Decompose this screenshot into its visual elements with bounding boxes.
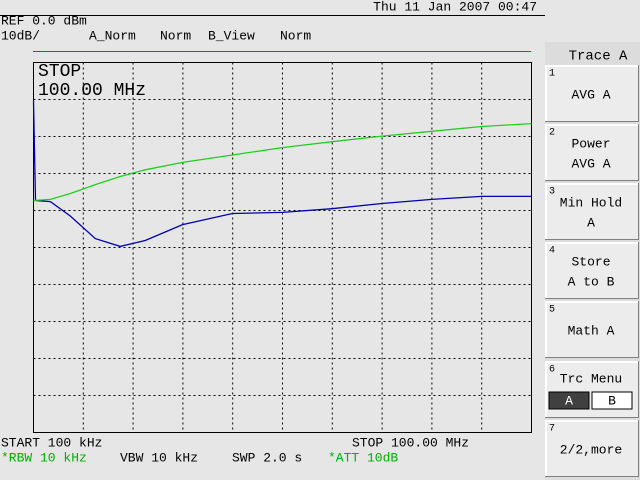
softkey-label: Power <box>571 136 610 151</box>
softkey[interactable] <box>545 183 639 240</box>
softkey-number: 3 <box>549 187 555 198</box>
trace-b-detector: Norm <box>280 28 311 43</box>
softkey-label: Trc Menu <box>560 371 622 386</box>
trace-a-mode: A_Norm <box>89 28 136 43</box>
trace <box>33 122 532 202</box>
softkey-label: A to B <box>568 274 615 289</box>
softkey-label: AVG A <box>571 87 610 102</box>
softkey[interactable] <box>545 124 639 181</box>
softkey-bevel <box>545 124 638 180</box>
datetime: Thu 11 Jan 2007 00:47 <box>373 0 537 14</box>
softkey[interactable] <box>545 65 639 122</box>
softkey-bevel <box>545 65 638 121</box>
scale: 10dB/ <box>1 28 40 43</box>
softkey-option[interactable] <box>548 391 590 410</box>
softkey-option[interactable] <box>591 391 633 410</box>
softkey-bevel <box>545 183 638 239</box>
sweep-status: STOP <box>38 62 81 82</box>
softkey-bevel <box>545 242 638 298</box>
vbw: VBW 10 kHz <box>120 450 198 465</box>
start-frequency: START 100 kHz <box>1 435 102 450</box>
trace <box>32 100 532 248</box>
softkey-label: AVG A <box>571 156 610 171</box>
graticule <box>33 62 532 433</box>
softkey-number: 7 <box>549 424 555 435</box>
menu-title: Trace A <box>569 49 628 65</box>
marker-frequency: 100.00 MHz <box>38 81 146 101</box>
traces <box>32 100 532 248</box>
softkey-number: 5 <box>549 305 555 316</box>
softkey-bevel <box>545 301 638 357</box>
stop-frequency: STOP 100.00 MHz <box>352 435 469 450</box>
trace-a-detector: Norm <box>160 28 191 43</box>
softkey-bevel <box>545 361 638 417</box>
softkey-label: Store <box>571 254 610 269</box>
softkey-number: 6 <box>549 365 555 376</box>
softkey-option-label: A <box>565 393 573 408</box>
ref-level: REF 0.0 dBm <box>1 13 87 28</box>
softkey-number: 2 <box>549 128 555 139</box>
trace-b-mode: B_View <box>208 28 255 43</box>
softkey-label: A <box>587 215 595 230</box>
softkey-label: Math A <box>568 323 615 338</box>
softkey-label: Min Hold <box>560 195 622 210</box>
softkey[interactable] <box>545 242 639 299</box>
sweep-time: SWP 2.0 s <box>232 450 302 465</box>
softkey-label: 2/2,more <box>560 442 622 457</box>
softkey-number: 1 <box>549 69 555 80</box>
softkeys: 1 AVG A 2 Power AVG A 3 Min Hold A 4 Store A to B 5… <box>545 65 639 477</box>
softkey[interactable] <box>545 420 639 477</box>
softkey-option-label: B <box>608 393 616 408</box>
rbw: *RBW 10 kHz <box>1 450 87 465</box>
softkey-number: 4 <box>549 246 555 257</box>
attenuation: *ATT 10dB <box>328 450 398 465</box>
softkey-bevel <box>545 420 638 476</box>
